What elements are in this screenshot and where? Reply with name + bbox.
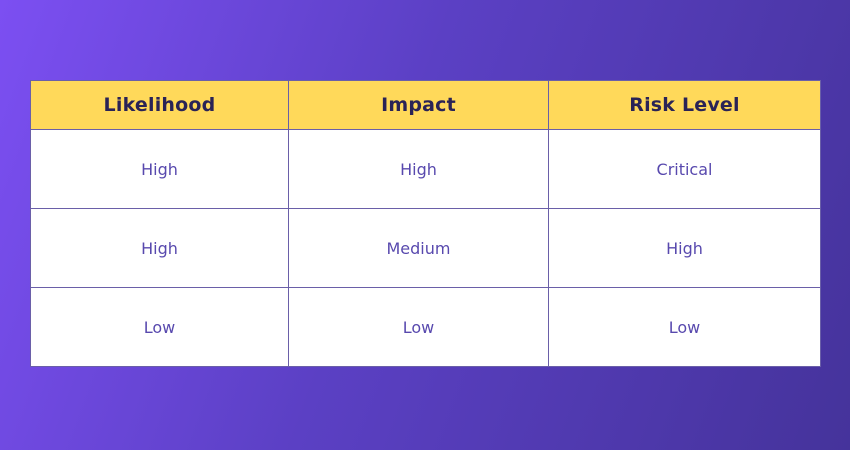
table-row: High Medium High (30, 208, 821, 288)
table-header-row: Likelihood Impact Risk Level (30, 80, 821, 130)
risk-matrix-table: Likelihood Impact Risk Level High High C… (30, 80, 821, 367)
cell-risk-level: Critical (548, 129, 821, 209)
cell-impact: High (288, 129, 549, 209)
cell-impact: Low (288, 287, 549, 367)
cell-likelihood: Low (30, 287, 289, 367)
cell-likelihood: High (30, 129, 289, 209)
column-header-risk-level: Risk Level (548, 80, 821, 130)
table-row: High High Critical (30, 129, 821, 209)
cell-likelihood: High (30, 208, 289, 288)
table-row: Low Low Low (30, 287, 821, 367)
column-header-likelihood: Likelihood (30, 80, 289, 130)
cell-risk-level: High (548, 208, 821, 288)
column-header-impact: Impact (288, 80, 549, 130)
cell-impact: Medium (288, 208, 549, 288)
cell-risk-level: Low (548, 287, 821, 367)
